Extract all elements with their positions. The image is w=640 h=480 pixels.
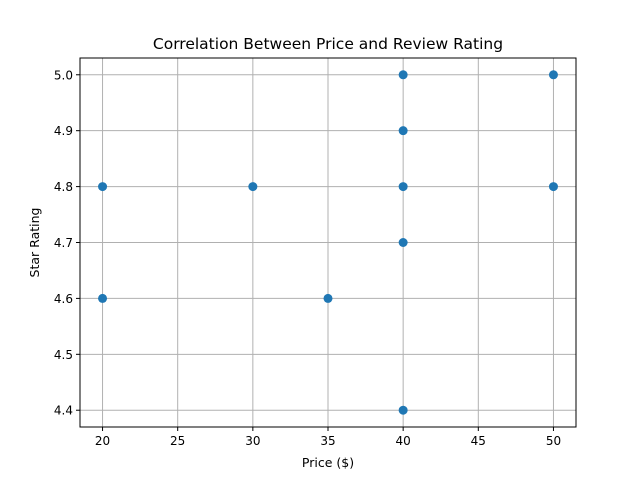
- y-tick-label: 4.4: [54, 404, 73, 418]
- points-layer: [98, 70, 558, 415]
- y-axis-label: Star Rating: [27, 208, 42, 278]
- data-point: [98, 182, 108, 192]
- y-tick-label: 5.0: [54, 68, 73, 82]
- data-point: [398, 405, 408, 415]
- y-tick-label: 4.7: [54, 236, 73, 250]
- chart-title: Correlation Between Price and Review Rat…: [153, 35, 503, 53]
- y-tick-label: 4.5: [54, 348, 73, 362]
- x-axis-label: Price ($): [302, 455, 354, 470]
- data-point: [398, 70, 408, 80]
- x-tick-label: 25: [170, 434, 185, 448]
- data-point: [98, 293, 108, 303]
- y-tick-label: 4.8: [54, 180, 73, 194]
- data-point: [398, 126, 408, 136]
- grid-layer: [80, 58, 576, 427]
- y-tick-label: 4.9: [54, 124, 73, 138]
- x-tick-label: 45: [471, 434, 486, 448]
- data-point: [398, 182, 408, 192]
- data-point: [248, 182, 258, 192]
- data-point: [548, 70, 558, 80]
- x-tick-label: 30: [245, 434, 260, 448]
- x-tick-label: 35: [320, 434, 335, 448]
- data-point: [398, 238, 408, 247]
- y-tick-label: 4.6: [54, 292, 73, 306]
- x-tick-label: 50: [546, 434, 561, 448]
- x-tick-label: 40: [396, 434, 411, 448]
- data-point: [323, 293, 333, 303]
- x-tick-label: 20: [95, 434, 110, 448]
- ticks-layer: 20 25 30 35 40 45 50 4.4 4.5 4.6 4.7 4.8 4.9 5.0: [54, 68, 561, 448]
- data-point: [548, 182, 558, 192]
